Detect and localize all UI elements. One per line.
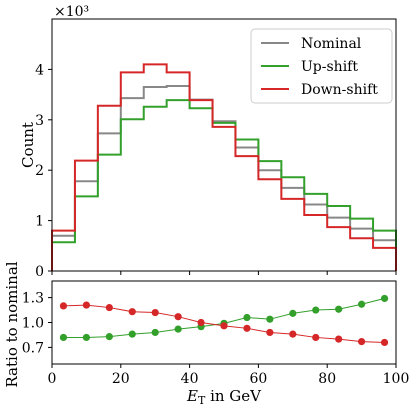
x-axis-title: ET in GeV xyxy=(186,387,262,407)
ratio-panel: 0.7 1.0 1.3 0 20 40 60 80 100 Ratio to nominal ET … xyxy=(3,261,409,407)
ratio-point-up-shift xyxy=(128,330,136,338)
ratio-point-up-shift xyxy=(151,328,159,337)
series-line-up-shift xyxy=(51,99,397,271)
y-tick-label-top: 4 xyxy=(35,62,44,78)
y-tick-label-top: 3 xyxy=(35,113,44,129)
ratio-point-down-shift xyxy=(266,328,274,337)
ratio-point-up-shift xyxy=(289,309,297,317)
y-tick-label-top: 0 xyxy=(35,264,44,280)
legend-label-nominal: Nominal xyxy=(301,36,362,52)
ratio-point-down-shift xyxy=(174,313,182,321)
ratio-point-down-shift xyxy=(151,308,159,317)
ratio-point-down-shift xyxy=(82,301,90,309)
ratio-point-down-shift xyxy=(59,302,68,310)
ratio-point-up-shift xyxy=(335,305,343,313)
y-axis-title-top: Count xyxy=(19,122,37,168)
ratio-point-down-shift xyxy=(335,335,343,343)
x-tick-label: 80 xyxy=(318,371,336,387)
ratio-point-down-shift xyxy=(289,330,297,338)
plot-frame-top xyxy=(51,18,397,272)
ratio-point-up-shift xyxy=(243,313,251,322)
legend-box xyxy=(250,28,393,104)
ratio-line-up-shift xyxy=(63,297,385,338)
x-tick-label: 40 xyxy=(181,371,199,387)
y-tick-label-top: 1 xyxy=(35,214,44,230)
ratio-point-up-shift xyxy=(105,333,113,341)
legend-label-up-shift: Up-shift xyxy=(301,59,358,75)
ratio-point-up-shift xyxy=(174,325,182,333)
ratio-point-down-shift xyxy=(312,333,320,342)
x-tick-label: 0 xyxy=(48,371,57,387)
ratio-point-down-shift xyxy=(220,322,228,330)
y-tick-label-top: 2 xyxy=(35,163,44,179)
y-multiplier-label: ×10³ xyxy=(54,4,89,20)
ratio-point-down-shift xyxy=(128,308,136,316)
y-axis-title-bottom: Ratio to nominal xyxy=(3,261,21,387)
ratio-point-down-shift xyxy=(243,324,251,332)
ratio-point-down-shift xyxy=(197,318,205,327)
ratio-point-down-shift xyxy=(380,338,389,347)
x-tick-label: 100 xyxy=(383,371,410,387)
ratio-point-down-shift xyxy=(105,303,113,312)
x-tick-label: 60 xyxy=(249,371,267,387)
series-line-down-shift xyxy=(51,63,397,271)
ratio-point-up-shift xyxy=(82,333,90,342)
x-tick-label: 20 xyxy=(112,371,130,387)
ratio-point-up-shift xyxy=(266,315,274,323)
series-line-nominal xyxy=(51,85,397,271)
ratio-point-up-shift xyxy=(358,300,366,308)
legend-label-down-shift: Down-shift xyxy=(301,82,378,98)
y-tick-label-bottom: 1.0 xyxy=(22,316,44,332)
ratio-point-up-shift xyxy=(312,306,320,314)
ratio-point-up-shift xyxy=(59,333,68,342)
y-tick-label-bottom: 0.7 xyxy=(22,340,44,356)
ratio-point-down-shift xyxy=(358,337,366,346)
y-tick-label-bottom: 1.3 xyxy=(22,291,44,307)
histogram-panel: 0 1 2 3 4 ×10³ Count Nominal Up-shift Down-shift xyxy=(19,4,397,280)
ratio-point-up-shift xyxy=(380,294,389,303)
